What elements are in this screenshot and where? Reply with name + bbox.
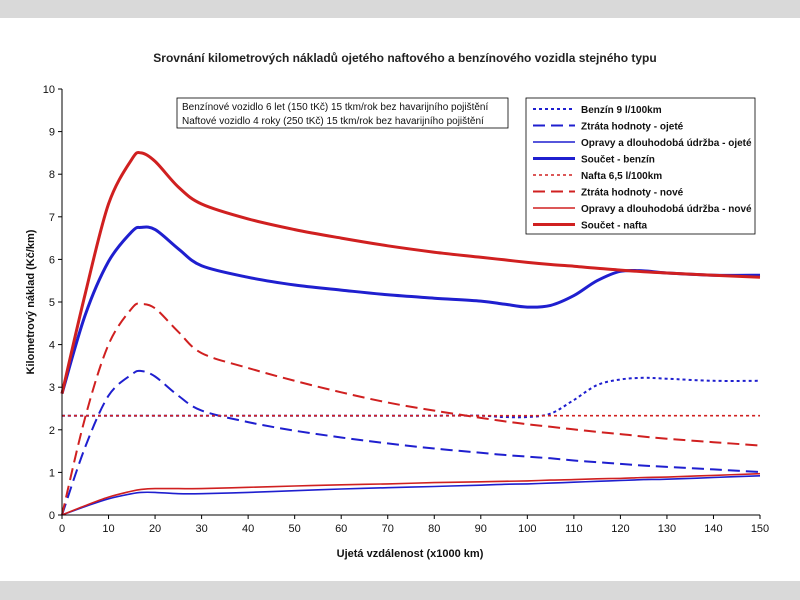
x-tick-label: 80 — [428, 523, 440, 535]
legend-label: Ztráta hodnoty - ojeté — [581, 122, 684, 133]
legend-label: Opravy a dlouhodobá údržba - nové — [581, 204, 752, 215]
x-tick-label: 30 — [195, 523, 207, 535]
legend-label: Benzín 9 l/100km — [581, 105, 662, 116]
x-tick-label: 110 — [565, 523, 583, 535]
series-line-opravy-a-dlouhodob-dr-ba-ojet- — [61, 475, 761, 516]
legend-label: Opravy a dlouhodobá údržba - ojeté — [581, 138, 752, 149]
x-tick-label: 60 — [335, 523, 347, 535]
x-tick-label: 90 — [475, 523, 487, 535]
y-tick-label: 1 — [49, 467, 55, 479]
chart: Srovnání kilometrových nákladů ojetého n… — [25, 51, 769, 560]
series-line-sou-et-benz-n — [60, 225, 761, 395]
x-axis-label: Ujetá vzdálenost (x1000 km) — [337, 548, 484, 560]
legend: Benzín 9 l/100km Ztráta hodnoty - ojeté Op… — [525, 97, 756, 235]
y-tick-label: 2 — [49, 425, 55, 437]
y-tick-label: 4 — [49, 340, 55, 352]
series-line-ztr-ta-hodnoty-ojet- — [61, 369, 761, 516]
x-tick-label: 50 — [289, 523, 301, 535]
series-line-opravy-a-dlouhodob-dr-ba-nov- — [61, 472, 761, 516]
legend-label: Ztráta hodnoty - nové — [581, 188, 684, 199]
x-axis-ticks: 0 10 20 30 40 50 60 70 80 90 100 110 120 130 140 150 — [59, 515, 769, 535]
x-tick-label: 120 — [611, 523, 629, 535]
y-tick-label: 9 — [49, 127, 55, 139]
chart-title: Srovnání kilometrových nákladů ojetého n… — [153, 51, 656, 65]
series-line-benz-n-9-l-100km — [61, 376, 761, 419]
notes-box-border — [176, 97, 509, 129]
x-tick-label: 0 — [59, 523, 65, 535]
y-tick-label: 8 — [49, 169, 55, 181]
legend-label: Nafta 6,5 l/100km — [581, 171, 662, 182]
legend-label: Součet - nafta — [581, 221, 648, 232]
legend-label: Součet - benzín — [581, 155, 655, 166]
chart-frame: Srovnání kilometrových nákladů ojetého n… — [0, 18, 800, 581]
note-benzin: Benzínové vozidlo 6 let (150 tKč) 15 tkm… — [182, 102, 488, 113]
x-tick-label: 100 — [518, 523, 536, 535]
legend-items: Benzín 9 l/100km Ztráta hodnoty - ojeté Op… — [533, 105, 752, 232]
x-tick-label: 130 — [658, 523, 676, 535]
x-tick-label: 20 — [149, 523, 161, 535]
y-tick-label: 7 — [49, 212, 55, 224]
series-layer — [60, 151, 761, 516]
y-tick-label: 5 — [49, 297, 55, 309]
note-nafta: Naftové vozidlo 4 roky (250 tKč) 15 tkm/… — [182, 116, 484, 127]
x-tick-label: 70 — [382, 523, 394, 535]
series-line-ztr-ta-hodnoty-nov- — [61, 302, 761, 516]
y-tick-label: 0 — [49, 510, 55, 522]
y-axis-ticks: 0 1 2 3 4 5 6 7 8 9 10 — [43, 84, 62, 522]
series-line-sou-et-nafta — [60, 151, 761, 394]
x-tick-label: 150 — [751, 523, 769, 535]
x-tick-label: 10 — [102, 523, 114, 535]
x-tick-label: 40 — [242, 523, 254, 535]
y-tick-label: 3 — [49, 382, 55, 394]
y-tick-label: 6 — [49, 254, 55, 266]
legend-border — [525, 97, 756, 235]
notes-box: Benzínové vozidlo 6 let (150 tKč) 15 tkm… — [176, 97, 509, 129]
y-axis-label: Kilometrový náklad (Kč/km) — [25, 229, 37, 374]
x-tick-label: 140 — [704, 523, 722, 535]
y-tick-label: 10 — [43, 84, 55, 96]
